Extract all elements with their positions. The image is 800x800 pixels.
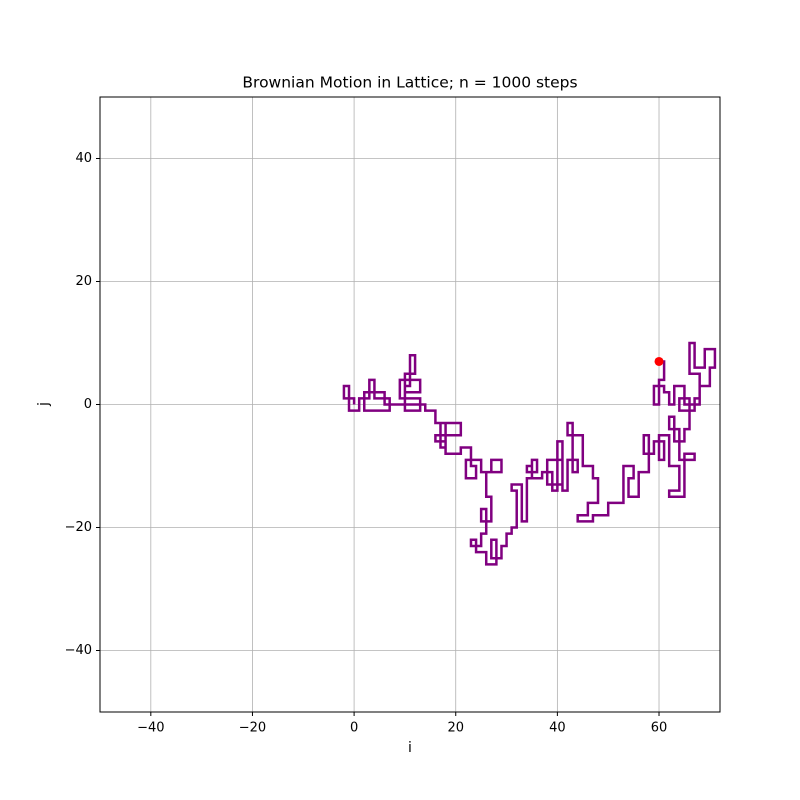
plot-area — [342, 341, 717, 566]
y-tick-label: −40 — [65, 643, 92, 658]
end-marker — [654, 356, 664, 366]
ticks: −40 −20 0 20 40 60 −40 −20 0 20 40 — [65, 151, 668, 736]
y-tick-label: 40 — [75, 151, 92, 166]
y-tick-label: 20 — [75, 274, 92, 289]
x-tick-label: 0 — [350, 721, 358, 736]
x-tick-label: −40 — [137, 721, 164, 736]
y-tick-label: 0 — [84, 397, 92, 412]
y-tick-label: −20 — [65, 520, 92, 535]
x-tick-label: 40 — [549, 721, 566, 736]
x-tick-label: 60 — [651, 721, 668, 736]
chart-title: Brownian Motion in Lattice; n = 1000 ste… — [242, 74, 577, 92]
x-tick-label: 20 — [447, 721, 464, 736]
walk-line — [342, 341, 717, 566]
y-axis-label: j — [36, 402, 52, 407]
x-axis-label: i — [408, 740, 412, 756]
x-tick-label: −20 — [239, 721, 266, 736]
